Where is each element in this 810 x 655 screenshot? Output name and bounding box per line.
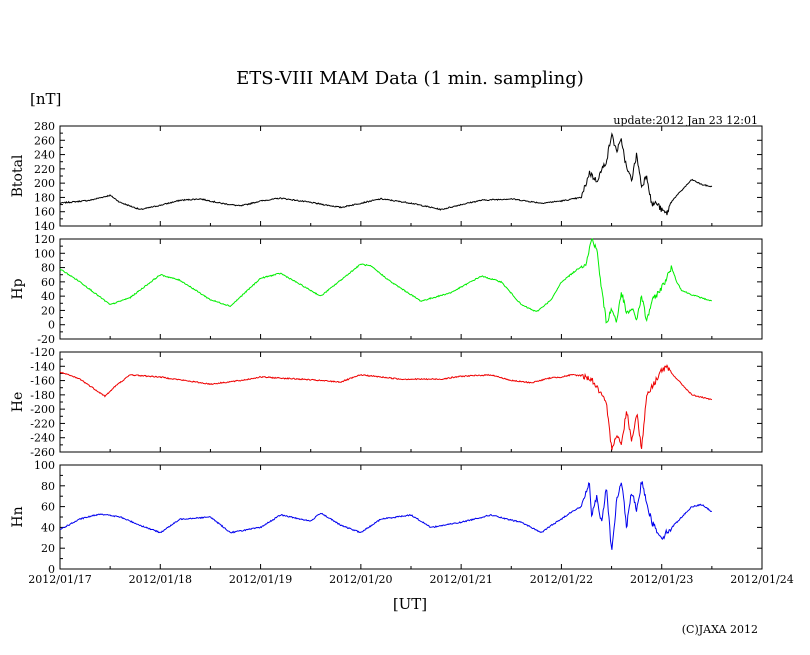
y-tick-label-hp: 40 (41, 290, 55, 303)
x-tick-label: 2012/01/22 (530, 573, 593, 586)
panel-he: -260-240 -220-200-180-160 -140-120 He (10, 346, 763, 459)
y-tick-label-hn: 100 (34, 459, 55, 472)
y-tick-label-hp: 100 (34, 247, 55, 260)
panel-frame-hp (59, 238, 763, 340)
y-tick-label-btotal: 200 (34, 177, 55, 190)
update-timestamp: update:2012 Jan 23 12:01 (613, 114, 758, 127)
y-axis-label-he: He (10, 392, 26, 413)
y-tick-label-he: -120 (30, 346, 55, 359)
y-axis-label-btotal: Btotal (10, 154, 26, 197)
y-tick-label-hn: 40 (41, 521, 55, 534)
chart-title: ETS-VIII MAM Data (1 min. sampling) (236, 68, 584, 89)
y-tick-label-he: -240 (30, 432, 55, 445)
series-line-hn (60, 481, 713, 550)
y-tick-label-hn: 60 (41, 501, 55, 514)
y-tick-label-he: -140 (30, 360, 55, 373)
y-tick-label-hn: 20 (41, 542, 55, 555)
y-tick-label-hp: 80 (41, 262, 55, 275)
y-tick-label-btotal: 220 (34, 163, 55, 176)
x-tick-label: 2012/01/19 (229, 573, 292, 586)
y-axis-label-hp: Hp (10, 278, 26, 299)
y-tick-label-btotal: 280 (34, 120, 55, 133)
y-tick-label-hn: 0 (48, 563, 55, 576)
panels-group: 140160180200220240260280Btotal-200204060… (10, 120, 763, 576)
y-tick-label-he: -180 (30, 389, 55, 402)
y-tick-label-btotal: 260 (34, 134, 55, 147)
y-axis-label-hn: Hn (10, 506, 26, 527)
y-tick-label-btotal: 240 (34, 149, 55, 162)
panel-frame-btotal (59, 125, 763, 227)
panel-frame-hn (59, 464, 763, 570)
y-tick-label-hp: 120 (34, 233, 55, 246)
x-tick-label: 2012/01/17 (28, 573, 91, 586)
y-tick-label-btotal: 140 (34, 220, 55, 233)
y-tick-label-hp: -20 (37, 333, 55, 346)
y-tick-label-he: -260 (30, 446, 55, 459)
y-tick-label-btotal: 180 (34, 191, 55, 204)
y-tick-label-he: -200 (30, 403, 55, 416)
x-tick-label: 2012/01/23 (630, 573, 693, 586)
series-line-he (59, 364, 713, 451)
x-axis: 2012/01/17 2012/01/18 2012/01/19 2012/01/20… (28, 573, 793, 586)
panel-frame-he (59, 351, 763, 453)
series-line-hp (59, 238, 713, 324)
series-line-btotal (59, 132, 713, 216)
x-tick-label: 2012/01/21 (429, 573, 492, 586)
unit-label: [nT] (30, 90, 61, 108)
y-tick-label-hp: 0 (48, 319, 55, 332)
y-tick-label-hn: 80 (41, 480, 55, 493)
panel-hn: 0 20 40 60 80 100 Hn (10, 459, 763, 576)
x-tick-label: 2012/01/20 (329, 573, 392, 586)
y-tick-label-btotal: 160 (34, 206, 55, 219)
x-tick-label: 2012/01/18 (129, 573, 192, 586)
x-axis-label: [UT] (393, 595, 427, 613)
y-tick-label-hp: 20 (41, 304, 55, 317)
x-tick-label: 2012/01/24 (730, 573, 793, 586)
y-tick-label-hp: 60 (41, 276, 55, 289)
y-tick-label-he: -220 (30, 417, 55, 430)
y-tick-label-he: -160 (30, 375, 55, 388)
copyright-text: (C)JAXA 2012 (682, 623, 758, 636)
